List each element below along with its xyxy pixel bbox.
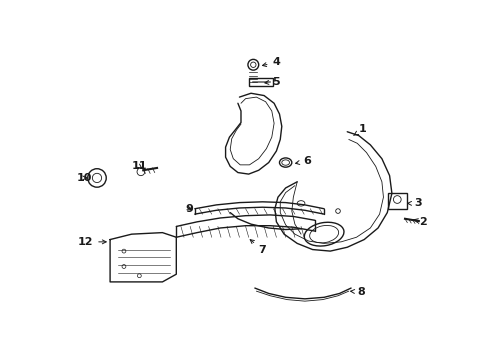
Text: 4: 4: [262, 58, 280, 67]
Text: 1: 1: [353, 125, 366, 135]
Text: 9: 9: [185, 204, 193, 214]
Text: 11: 11: [131, 161, 147, 171]
Text: 5: 5: [264, 77, 280, 87]
Text: 12: 12: [78, 237, 106, 247]
Text: 3: 3: [407, 198, 421, 208]
Text: 8: 8: [350, 287, 364, 297]
Text: 10: 10: [76, 173, 91, 183]
Text: 7: 7: [250, 240, 266, 255]
Text: 6: 6: [295, 156, 310, 166]
Text: 2: 2: [412, 217, 426, 227]
